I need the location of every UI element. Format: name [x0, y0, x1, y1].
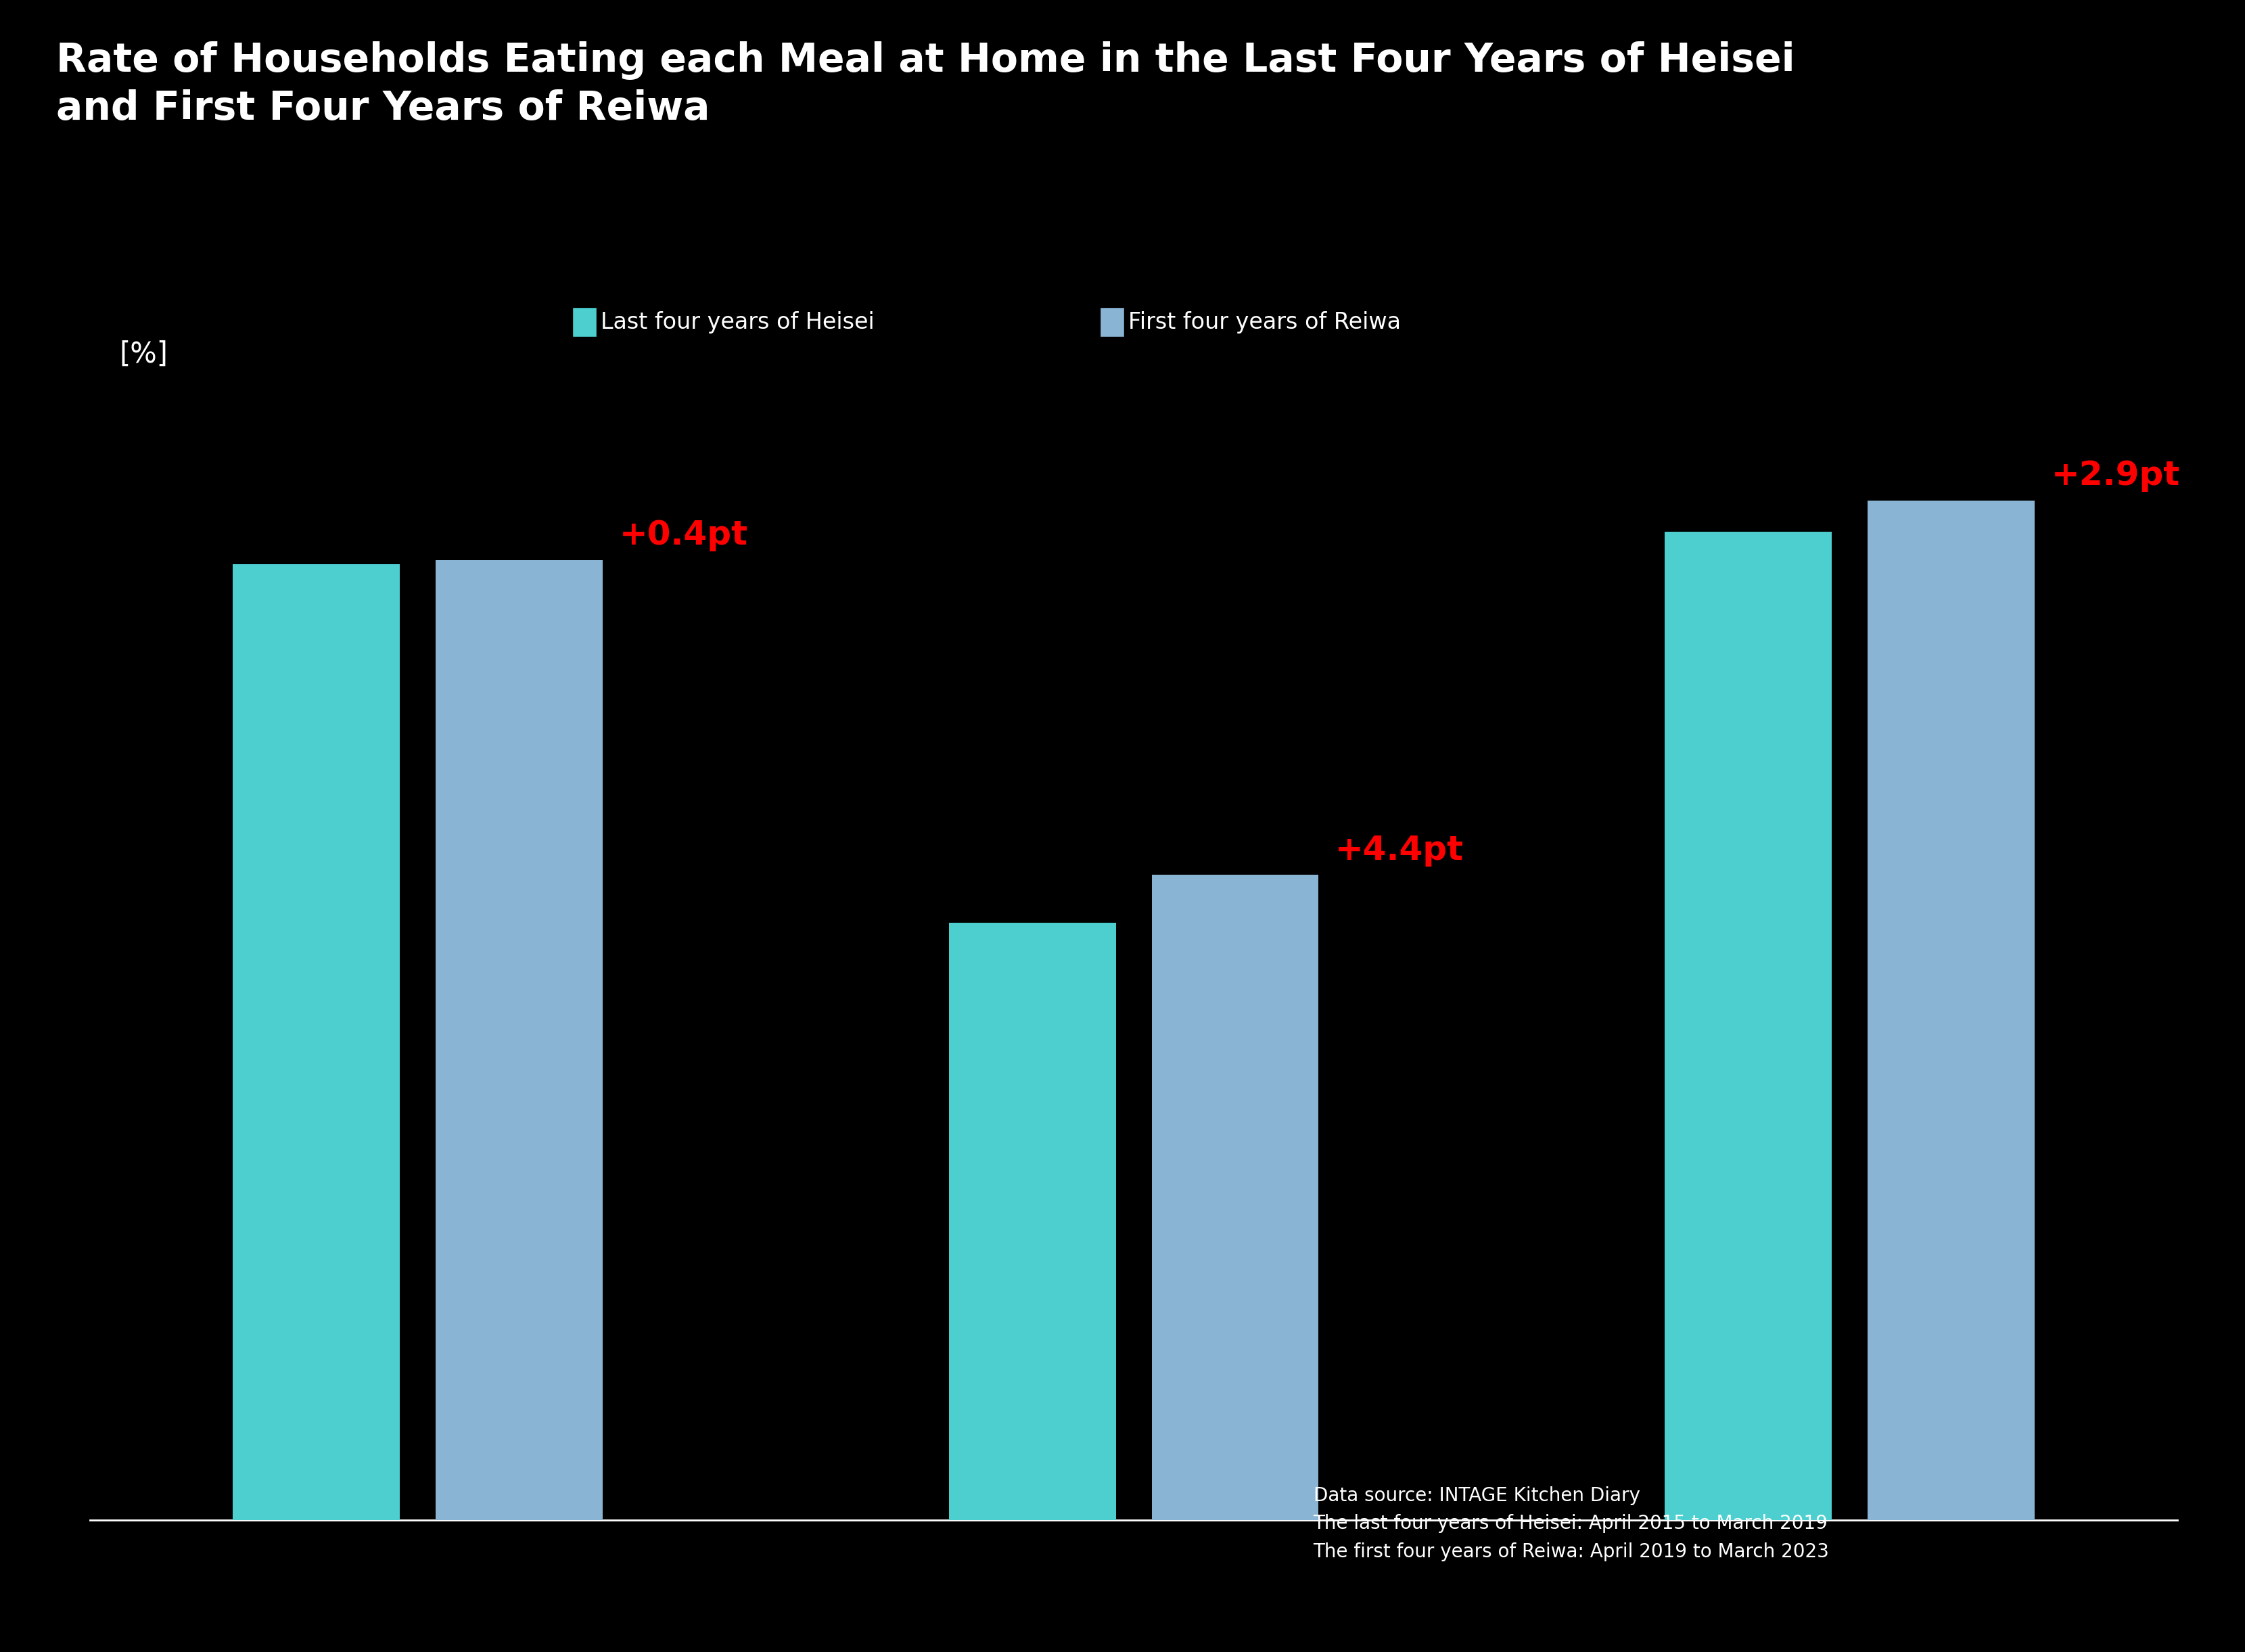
Bar: [233, 565, 400, 1520]
Text: Rate of Households Eating each Meal at Home in the Last Four Years of Heisei
and: Rate of Households Eating each Meal at H…: [56, 41, 1796, 127]
Text: Last four years of Heisei: Last four years of Heisei: [602, 311, 876, 334]
Text: +4.4pt: +4.4pt: [1336, 834, 1464, 866]
Bar: [950, 923, 1116, 1520]
Text: +0.4pt: +0.4pt: [620, 519, 748, 552]
Bar: [1664, 532, 1832, 1520]
Bar: [1152, 876, 1318, 1520]
Text: Data source: INTAGE Kitchen Diary
The last four years of Heisei: April 2015 to M: Data source: INTAGE Kitchen Diary The la…: [1313, 1487, 1830, 1561]
Text: First four years of Reiwa: First four years of Reiwa: [1129, 311, 1401, 334]
Text: [%]: [%]: [119, 340, 168, 368]
Text: +2.9pt: +2.9pt: [2052, 459, 2180, 492]
Bar: [436, 560, 604, 1520]
Bar: [1868, 501, 2034, 1520]
